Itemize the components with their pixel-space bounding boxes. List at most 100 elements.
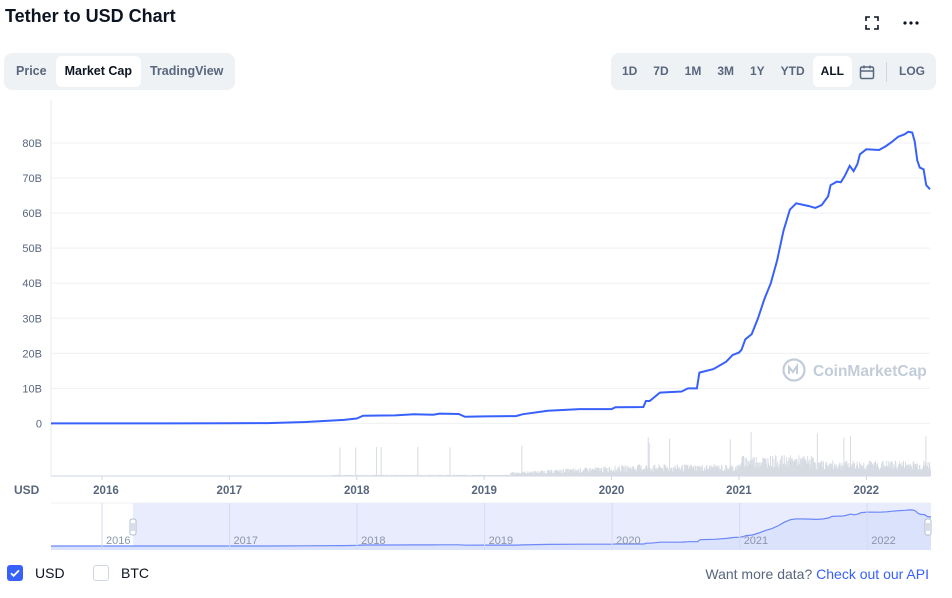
volume-bar (928, 462, 930, 476)
volume-bar (543, 470, 545, 476)
range-1m[interactable]: 1M (684, 64, 702, 78)
tab-price[interactable]: Price (16, 64, 47, 78)
usd-checkbox[interactable] (7, 565, 23, 581)
range-navigator[interactable]: 2016 2017 2018 2019 2020 2021 2022 (51, 502, 932, 550)
volume-bar (831, 464, 833, 476)
volume-bar (460, 474, 462, 476)
api-promo-text: Want more data? (705, 566, 813, 582)
volume-bar (685, 465, 687, 476)
volume-bar (725, 464, 727, 476)
volume-bar (842, 465, 844, 476)
range-tabs: 1D 7D 1M 3M 1Y YTD ALL LOG (610, 53, 936, 90)
range-7d[interactable]: 7D (653, 64, 669, 78)
volume-bar (529, 472, 531, 476)
volume-bar (616, 468, 618, 476)
volume-bar (811, 457, 813, 476)
volume-bar (872, 465, 874, 476)
volume-bar (372, 475, 374, 476)
volume-bar (819, 462, 821, 476)
volume-bar (497, 474, 499, 476)
volume-bar (513, 473, 515, 476)
volume-bar (425, 475, 427, 476)
range-all[interactable]: ALL (812, 56, 852, 87)
volume-bar (914, 463, 916, 476)
more-options-button[interactable] (898, 10, 924, 36)
volume-bar (482, 475, 484, 476)
volume-bar (448, 475, 450, 476)
volume-bar (770, 466, 772, 476)
volume-bar (695, 467, 697, 476)
volume-bar (768, 465, 770, 476)
volume-bar (849, 436, 851, 476)
volume-bar (795, 462, 797, 476)
navigator-handle-left[interactable] (129, 518, 137, 536)
volume-bar (767, 458, 769, 476)
volume-bar (921, 469, 923, 476)
volume-bar (683, 471, 685, 476)
volume-bar (663, 464, 665, 476)
volume-bar (762, 457, 764, 476)
volume-bar (892, 469, 894, 476)
volume-bar (579, 467, 581, 476)
volume-bar (708, 466, 710, 476)
log-scale-toggle[interactable]: LOG (899, 64, 925, 78)
volume-bar (421, 475, 423, 476)
volume-bar (347, 475, 349, 476)
currency-toggle-btc[interactable]: BTC (93, 565, 149, 581)
range-3m[interactable]: 3M (717, 64, 734, 78)
volume-bar (514, 474, 516, 476)
volume-bar (508, 474, 510, 476)
volume-bar (524, 472, 526, 476)
volume-bar (454, 474, 456, 476)
volume-bar (900, 469, 902, 476)
volume-bar (877, 468, 879, 476)
volume-bar (381, 474, 383, 476)
volume-bar (827, 465, 829, 476)
x-axis-labels: 2016 2017 2018 2019 2020 2021 2022 (93, 476, 879, 497)
volume-bar (749, 464, 751, 476)
volume-bar (784, 465, 786, 476)
volume-bar (489, 475, 491, 476)
fullscreen-button[interactable] (859, 10, 885, 36)
btc-checkbox[interactable] (93, 565, 109, 581)
volume-bar (673, 467, 675, 476)
volume-bar (466, 475, 468, 476)
volume-bar (497, 475, 499, 476)
volume-bar (493, 474, 495, 476)
volume-bar (642, 470, 644, 476)
volume-bar (600, 468, 602, 476)
volume-bar (374, 475, 376, 476)
volume-bar (739, 466, 741, 476)
navigator-handle-right[interactable] (924, 518, 932, 536)
volume-bar (768, 469, 770, 476)
volume-bar (587, 470, 589, 476)
tab-market-cap[interactable]: Market Cap (55, 56, 141, 87)
api-link[interactable]: Check out our API (816, 566, 929, 582)
volume-bar (756, 467, 758, 476)
volume-bar (773, 458, 775, 476)
volume-bar (645, 466, 647, 476)
date-range-button[interactable] (852, 56, 882, 87)
volume-bar (867, 464, 869, 476)
volume-bar (753, 468, 755, 476)
volume-bar (808, 463, 810, 476)
volume-bar (601, 467, 603, 476)
volume-bar (464, 475, 466, 476)
range-ytd[interactable]: YTD (780, 64, 805, 78)
volume-bar (657, 467, 659, 476)
currency-toggle-usd[interactable]: USD (7, 565, 65, 581)
volume-bar (787, 464, 789, 476)
volume-bar (348, 475, 350, 476)
volume-bar (646, 469, 648, 476)
volume-bar (331, 475, 333, 476)
range-1y[interactable]: 1Y (749, 64, 765, 78)
volume-bar (478, 475, 480, 476)
range-1d[interactable]: 1D (621, 64, 638, 78)
tab-tradingview[interactable]: TradingView (149, 64, 224, 78)
volume-bar (599, 470, 601, 476)
volume-bar (662, 471, 664, 476)
volume-bar (677, 465, 679, 476)
volume-bar (637, 471, 639, 476)
volume-bar (821, 461, 823, 476)
volume-bar (601, 472, 603, 476)
